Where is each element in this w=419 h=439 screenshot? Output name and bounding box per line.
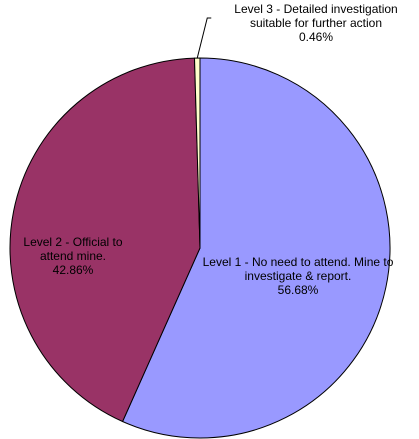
pie-slice (9, 57, 201, 423)
slice-label: Level 1 - No need to attend. Mine to inv… (200, 255, 396, 297)
pie-slice (121, 57, 391, 439)
slice-value: 0.46% (298, 30, 334, 44)
slice-value: 42.86% (52, 263, 94, 277)
slice-category: Level 3 - Detailed investigation suitabl… (234, 2, 398, 30)
slice-value: 56.68% (277, 283, 319, 297)
slice-label: Level 2 - Official to attend mine. 42.86% (8, 235, 138, 277)
slice-label: Level 3 - Detailed investigation suitabl… (218, 2, 414, 44)
slice-category: Level 2 - Official to attend mine. (23, 235, 123, 263)
leader-line (196, 17, 212, 59)
pie-slice (193, 57, 201, 249)
slice-category: Level 1 - No need to attend. Mine to inv… (202, 255, 394, 283)
